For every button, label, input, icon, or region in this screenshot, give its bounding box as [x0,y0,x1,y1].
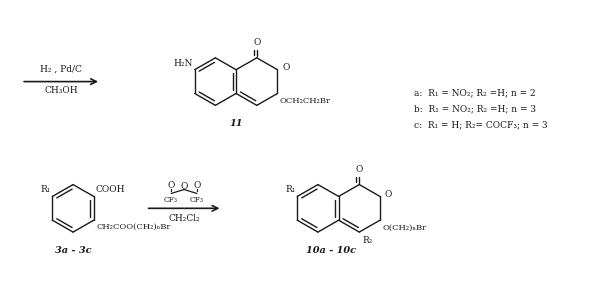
Text: R₁: R₁ [40,185,50,194]
Text: O: O [193,181,200,190]
Text: O: O [385,190,392,199]
Text: CF₃: CF₃ [164,196,178,205]
Text: O: O [283,63,290,72]
Text: OCH₂CH₂Br: OCH₂CH₂Br [280,98,331,105]
Text: 3a - 3c: 3a - 3c [55,246,91,255]
Text: O: O [181,182,188,191]
Text: H₂ , Pd/C: H₂ , Pd/C [40,65,82,74]
Text: a:  R₁ = NO₂; R₂ =H; n = 2: a: R₁ = NO₂; R₂ =H; n = 2 [415,89,536,98]
Text: CH₂COO(CH₂)ₙBr: CH₂COO(CH₂)ₙBr [97,223,171,231]
Text: O: O [356,165,363,174]
Text: H₂N: H₂N [173,59,193,68]
Text: O: O [253,38,260,47]
Text: O: O [167,181,175,190]
Text: COOH: COOH [96,185,125,194]
Text: R₁: R₁ [285,185,295,194]
Text: R₂: R₂ [362,236,373,245]
Text: 10a - 10c: 10a - 10c [305,246,356,255]
Text: CF₃: CF₃ [190,196,204,205]
Text: 11: 11 [229,119,243,128]
Text: CH₃OH: CH₃OH [44,85,78,94]
Text: b:  R₁ = NO₂; R₂ =H; n = 3: b: R₁ = NO₂; R₂ =H; n = 3 [415,104,536,113]
Text: c:  R₁ = H; R₂= COCF₃; n = 3: c: R₁ = H; R₂= COCF₃; n = 3 [415,120,548,129]
Text: O(CH₂)ₙBr: O(CH₂)ₙBr [383,224,427,232]
Text: CH₂Cl₂: CH₂Cl₂ [168,214,200,223]
